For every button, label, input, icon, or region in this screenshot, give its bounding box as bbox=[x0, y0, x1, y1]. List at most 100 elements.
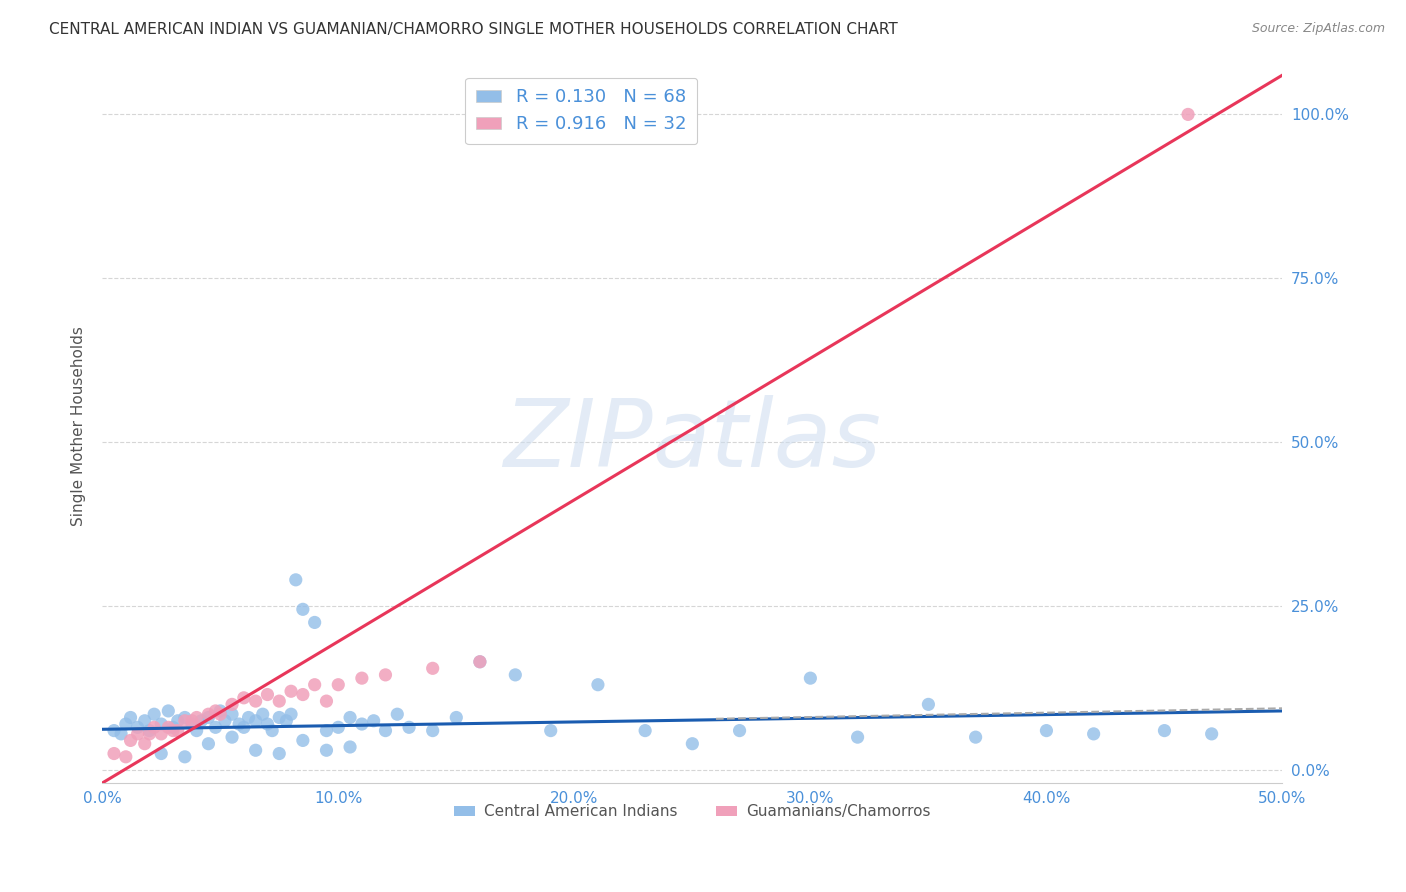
Point bbox=[269, 694, 291, 708]
Point bbox=[339, 710, 361, 724]
Point bbox=[1177, 107, 1199, 121]
Point bbox=[138, 723, 160, 738]
Point bbox=[162, 720, 184, 734]
Text: ZIPatlas: ZIPatlas bbox=[503, 394, 882, 485]
Point bbox=[150, 717, 173, 731]
Point bbox=[143, 720, 166, 734]
Point bbox=[284, 573, 307, 587]
Point bbox=[204, 704, 226, 718]
Point bbox=[586, 678, 609, 692]
Point bbox=[103, 747, 125, 761]
Point bbox=[446, 710, 468, 724]
Point bbox=[110, 727, 132, 741]
Point bbox=[232, 690, 254, 705]
Legend: Central American Indians, Guamanians/Chamorros: Central American Indians, Guamanians/Cha… bbox=[447, 798, 938, 825]
Point bbox=[245, 694, 267, 708]
Point bbox=[304, 678, 326, 692]
Point bbox=[540, 723, 562, 738]
Point bbox=[197, 737, 219, 751]
Point bbox=[328, 678, 350, 692]
Point bbox=[232, 720, 254, 734]
Point bbox=[103, 723, 125, 738]
Point bbox=[204, 720, 226, 734]
Point bbox=[291, 602, 314, 616]
Point bbox=[269, 710, 291, 724]
Point bbox=[363, 714, 385, 728]
Point bbox=[166, 714, 188, 728]
Point bbox=[1083, 727, 1105, 741]
Point bbox=[209, 704, 232, 718]
Point bbox=[387, 707, 409, 722]
Point bbox=[120, 710, 142, 724]
Point bbox=[252, 707, 274, 722]
Point bbox=[262, 723, 284, 738]
Point bbox=[291, 688, 314, 702]
Point bbox=[245, 714, 267, 728]
Point bbox=[138, 727, 160, 741]
Point bbox=[221, 730, 243, 744]
Point bbox=[157, 720, 180, 734]
Point bbox=[214, 714, 236, 728]
Point bbox=[197, 707, 219, 722]
Point bbox=[468, 655, 491, 669]
Point bbox=[143, 707, 166, 722]
Point bbox=[157, 704, 180, 718]
Point bbox=[291, 733, 314, 747]
Point bbox=[1201, 727, 1223, 741]
Point bbox=[173, 710, 195, 724]
Point bbox=[134, 737, 156, 751]
Point bbox=[917, 698, 939, 712]
Point bbox=[315, 743, 337, 757]
Point bbox=[280, 684, 302, 698]
Point bbox=[256, 688, 278, 702]
Point bbox=[398, 720, 420, 734]
Point bbox=[221, 707, 243, 722]
Point bbox=[180, 717, 202, 731]
Point bbox=[374, 668, 396, 682]
Point bbox=[374, 723, 396, 738]
Point bbox=[256, 717, 278, 731]
Point bbox=[422, 723, 444, 738]
Point bbox=[339, 739, 361, 754]
Point bbox=[1153, 723, 1175, 738]
Point bbox=[350, 671, 373, 685]
Point bbox=[505, 668, 527, 682]
Point bbox=[166, 723, 188, 738]
Text: CENTRAL AMERICAN INDIAN VS GUAMANIAN/CHAMORRO SINGLE MOTHER HOUSEHOLDS CORRELATI: CENTRAL AMERICAN INDIAN VS GUAMANIAN/CHA… bbox=[49, 22, 898, 37]
Point bbox=[304, 615, 326, 630]
Point bbox=[328, 720, 350, 734]
Point bbox=[245, 743, 267, 757]
Point bbox=[468, 655, 491, 669]
Point bbox=[150, 727, 173, 741]
Point bbox=[315, 694, 337, 708]
Point bbox=[173, 749, 195, 764]
Point bbox=[350, 717, 373, 731]
Point bbox=[681, 737, 703, 751]
Point bbox=[173, 714, 195, 728]
Point bbox=[114, 749, 136, 764]
Point bbox=[134, 714, 156, 728]
Point bbox=[120, 733, 142, 747]
Point bbox=[1035, 723, 1057, 738]
Point bbox=[276, 714, 298, 728]
Point bbox=[280, 707, 302, 722]
Point bbox=[269, 747, 291, 761]
Point bbox=[228, 717, 250, 731]
Point bbox=[728, 723, 751, 738]
Point bbox=[186, 723, 208, 738]
Point bbox=[799, 671, 821, 685]
Point bbox=[162, 723, 184, 738]
Point bbox=[114, 717, 136, 731]
Point bbox=[238, 710, 260, 724]
Point bbox=[209, 707, 232, 722]
Point bbox=[190, 714, 212, 728]
Point bbox=[965, 730, 987, 744]
Y-axis label: Single Mother Households: Single Mother Households bbox=[72, 326, 86, 525]
Point bbox=[221, 698, 243, 712]
Point bbox=[180, 714, 202, 728]
Point bbox=[127, 727, 149, 741]
Point bbox=[315, 723, 337, 738]
Point bbox=[186, 710, 208, 724]
Text: Source: ZipAtlas.com: Source: ZipAtlas.com bbox=[1251, 22, 1385, 36]
Point bbox=[634, 723, 657, 738]
